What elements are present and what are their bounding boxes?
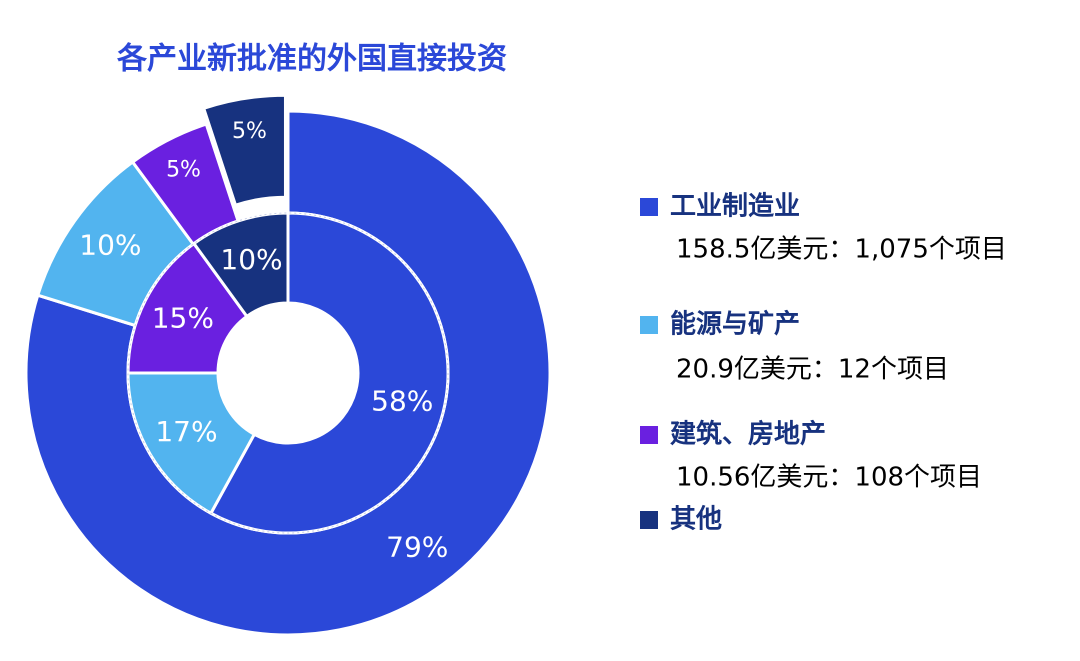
legend-swatch bbox=[640, 511, 658, 529]
data-label: 58% bbox=[371, 384, 433, 417]
data-label: 15% bbox=[152, 301, 214, 334]
legend-label: 工业制造业 bbox=[670, 192, 800, 222]
donut-slice bbox=[201, 93, 287, 208]
legend-swatch bbox=[640, 198, 658, 216]
chart-title: 各产业新批准的外国直接投资 bbox=[116, 42, 507, 77]
legend-label: 建筑、房地产 bbox=[670, 419, 826, 450]
legend-note: 10.56亿美元：108个项目 bbox=[676, 463, 982, 493]
data-label: 10% bbox=[220, 243, 282, 276]
data-label: 5% bbox=[166, 157, 201, 182]
data-label: 17% bbox=[155, 415, 217, 448]
legend-label: 其他 bbox=[670, 505, 722, 535]
legend-note: 20.9亿美元：12个项目 bbox=[676, 355, 949, 385]
data-label: 10% bbox=[79, 229, 141, 262]
legend-note: 158.5亿美元：1,075个项目 bbox=[676, 235, 1007, 265]
data-label: 5% bbox=[232, 119, 267, 144]
legend-swatch bbox=[640, 426, 658, 444]
legend-swatch bbox=[640, 316, 658, 334]
legend-label: 能源与矿产 bbox=[670, 309, 800, 340]
data-label: 79% bbox=[386, 531, 448, 564]
